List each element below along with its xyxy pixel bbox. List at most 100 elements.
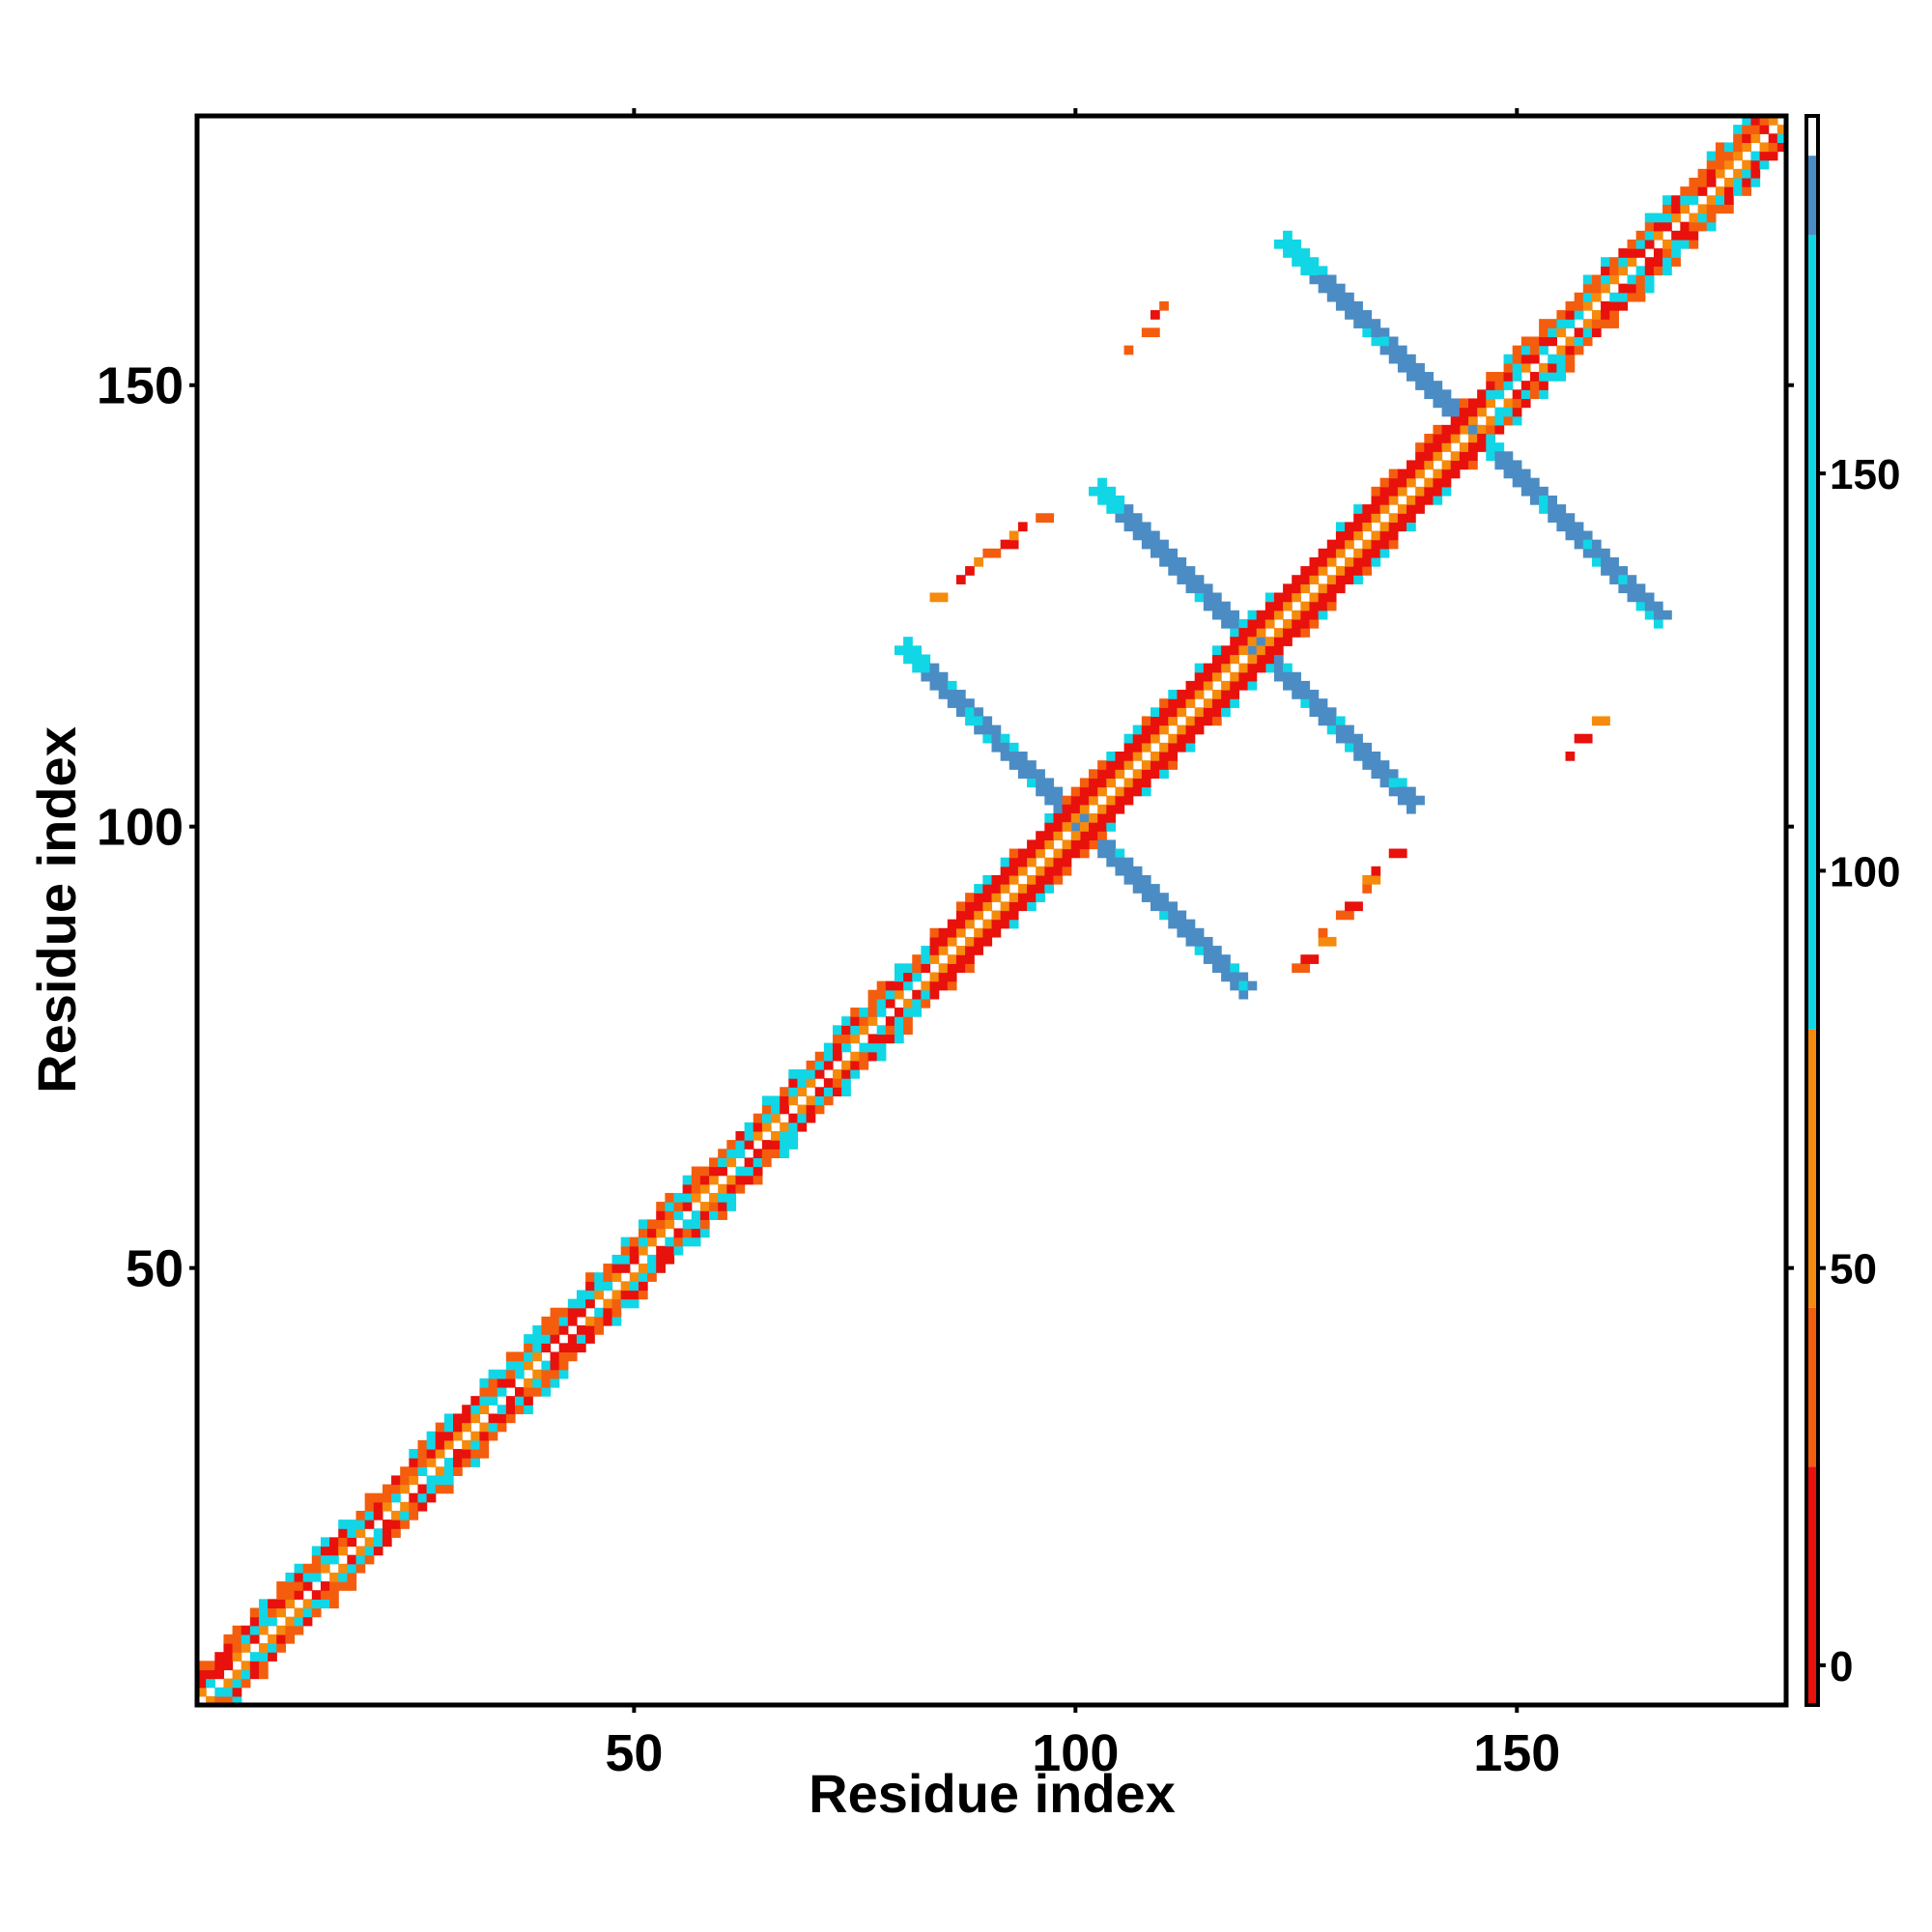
heatmap-cell xyxy=(841,1016,851,1026)
heatmap-cell xyxy=(1353,901,1363,912)
heatmap-cell xyxy=(1070,786,1081,797)
heatmap-cell xyxy=(1309,257,1320,267)
heatmap-cell xyxy=(1574,345,1584,355)
heatmap-cell xyxy=(1733,168,1743,179)
heatmap-cell xyxy=(1433,495,1443,505)
heatmap-cell xyxy=(1017,857,1028,867)
heatmap-cell xyxy=(1591,539,1602,550)
heatmap-cell xyxy=(1335,583,1346,594)
heatmap-cell xyxy=(329,1546,339,1556)
heatmap-cell xyxy=(364,1537,375,1548)
heatmap-cell xyxy=(1715,204,1725,214)
heatmap-cell xyxy=(1520,389,1531,400)
heatmap-cell xyxy=(409,1501,419,1512)
heatmap-cell xyxy=(285,1616,296,1627)
heatmap-cell xyxy=(373,1537,384,1548)
heatmap-cell xyxy=(1151,530,1160,541)
heatmap-cell xyxy=(744,1140,754,1150)
heatmap-cell xyxy=(426,1439,437,1450)
heatmap-cell xyxy=(1406,504,1416,514)
heatmap-cell xyxy=(903,1008,913,1017)
heatmap-cell xyxy=(1221,680,1231,691)
heatmap-cell xyxy=(991,742,1002,753)
heatmap-cell xyxy=(938,963,949,974)
heatmap-cell xyxy=(249,1607,260,1618)
heatmap-cell xyxy=(1230,654,1239,665)
heatmap-cell xyxy=(1565,319,1576,328)
heatmap-cell xyxy=(1247,645,1258,656)
heatmap-cell xyxy=(1053,822,1064,832)
heatmap-cell xyxy=(929,954,940,964)
heatmap-cell xyxy=(894,989,904,1000)
heatmap-cell xyxy=(1273,628,1284,638)
heatmap-cell xyxy=(797,1113,808,1123)
heatmap-cell xyxy=(665,1202,675,1211)
heatmap-cell xyxy=(1618,292,1629,302)
heatmap-cell xyxy=(1283,663,1293,673)
heatmap-cell xyxy=(1627,239,1637,249)
heatmap-cell xyxy=(1203,671,1213,682)
heatmap-cell xyxy=(258,1661,269,1671)
heatmap-cell xyxy=(1053,831,1064,840)
colorbar-frame xyxy=(1804,114,1820,1707)
heatmap-cell xyxy=(1300,601,1311,611)
heatmap-cell xyxy=(1159,893,1169,902)
heatmap-cell xyxy=(921,671,931,682)
heatmap-cell xyxy=(1424,389,1435,400)
heatmap-cell xyxy=(558,1316,569,1326)
heatmap-cell xyxy=(1141,778,1151,788)
heatmap-cell xyxy=(691,1228,701,1238)
heatmap-cell xyxy=(329,1581,339,1591)
heatmap-cell xyxy=(841,1025,851,1036)
heatmap-cell xyxy=(1601,716,1610,726)
heatmap-cell xyxy=(1450,424,1461,435)
heatmap-cell xyxy=(1203,698,1213,708)
heatmap-cell xyxy=(1601,283,1610,294)
heatmap-cell xyxy=(1211,690,1222,699)
heatmap-cell xyxy=(1230,637,1239,646)
heatmap-cell xyxy=(1309,690,1320,699)
heatmap-cell xyxy=(1371,327,1381,338)
heatmap-cell xyxy=(1168,901,1179,912)
heatmap-cell xyxy=(302,1563,313,1574)
heatmap-cell xyxy=(1689,239,1699,249)
heatmap-cell xyxy=(1591,292,1602,302)
heatmap-cell xyxy=(1300,266,1311,276)
heatmap-cell xyxy=(1053,804,1064,814)
heatmap-cell xyxy=(1627,575,1637,584)
heatmap-cell xyxy=(1264,663,1275,673)
heatmap-cell xyxy=(921,663,931,673)
heatmap-cell xyxy=(1168,742,1179,753)
heatmap-cell xyxy=(1706,213,1717,223)
heatmap-cell xyxy=(1582,300,1593,311)
heatmap-cell xyxy=(1053,795,1064,806)
heatmap-cell xyxy=(656,1210,666,1220)
heatmap-cell xyxy=(1141,733,1151,744)
heatmap-cell xyxy=(859,1060,869,1070)
heatmap-cell xyxy=(938,927,949,938)
heatmap-cell xyxy=(1185,566,1196,576)
heatmap-cell xyxy=(453,1458,463,1467)
heatmap-cell xyxy=(656,1254,666,1264)
heatmap-cell xyxy=(435,1422,445,1433)
heatmap-cell xyxy=(947,690,957,699)
heatmap-cell xyxy=(1326,592,1337,603)
heatmap-cell xyxy=(1151,327,1160,338)
heatmap-cell xyxy=(1000,874,1010,885)
heatmap-cell xyxy=(285,1634,296,1644)
heatmap-cell xyxy=(426,1431,437,1441)
heatmap-cell xyxy=(1388,486,1399,497)
heatmap-cell xyxy=(1283,628,1293,638)
heatmap-cell xyxy=(780,1087,789,1097)
heatmap-cell xyxy=(505,1378,516,1388)
heatmap-cell xyxy=(391,1510,401,1520)
heatmap-cell xyxy=(1776,125,1787,134)
heatmap-cell xyxy=(780,1104,789,1115)
heatmap-cell xyxy=(1362,327,1373,338)
heatmap-cell xyxy=(567,1307,578,1318)
colorbar-segment xyxy=(1806,1466,1818,1705)
heatmap-cell xyxy=(1097,486,1107,497)
heatmap-cell xyxy=(1177,556,1187,567)
heatmap-cell xyxy=(947,919,957,929)
